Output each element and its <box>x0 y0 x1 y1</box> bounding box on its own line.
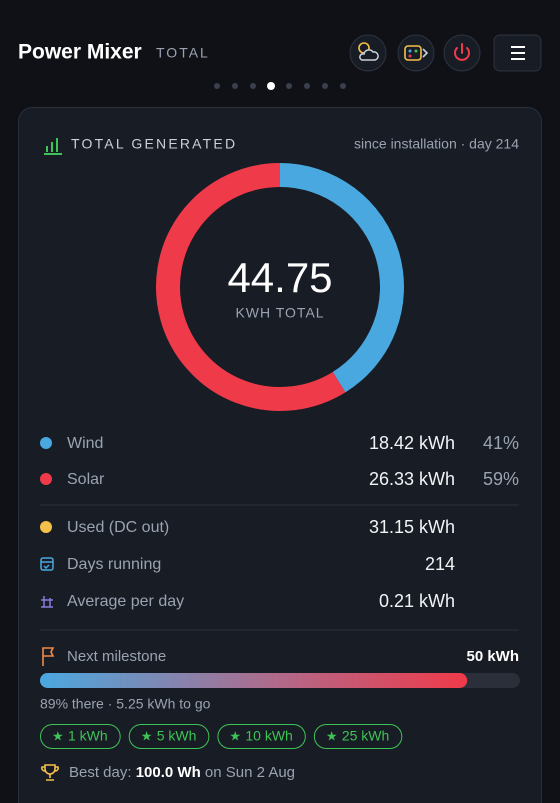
milestone-target: 50 kWh <box>466 648 519 665</box>
badge-star: ★ <box>141 728 153 743</box>
stat-label: Average per day <box>67 593 184 610</box>
legend-label: Solar <box>67 471 105 488</box>
power-button[interactable] <box>443 34 481 72</box>
legend-label: Wind <box>67 435 103 452</box>
calendar-icon <box>40 557 54 571</box>
card <box>18 107 542 803</box>
weather-button[interactable] <box>349 34 387 72</box>
page-dots[interactable] <box>214 82 346 90</box>
best-day-value: 100.0 Wh <box>136 764 201 781</box>
legend-value: 18.42 kWh <box>369 433 455 453</box>
badges: 1 kWh ★ 5 kWh ★ 10 kWh ★ 25 kWh ★ <box>40 724 403 749</box>
milestone-label: Next milestone <box>67 648 166 665</box>
progress-bar <box>40 673 468 688</box>
trophy-icon <box>41 764 59 781</box>
donut <box>156 163 404 411</box>
badge-star: ★ <box>326 728 338 743</box>
badge <box>313 724 403 749</box>
progress-note: 89% there · 5.25 kWh to go <box>40 696 211 712</box>
best-day-label: Best day: <box>69 764 132 781</box>
chart-icon <box>44 138 62 155</box>
app-title: Power Mixer <box>18 41 142 64</box>
donut-label: KWH TOTAL <box>235 305 324 321</box>
badge-label: 1 kWh <box>68 728 108 744</box>
menu-button[interactable] <box>493 34 542 72</box>
donut-segment <box>156 163 346 411</box>
legend-value: 26.33 kWh <box>369 469 455 489</box>
best-day-date: on Sun 2 Aug <box>205 764 295 781</box>
legend-share: 41% <box>483 433 519 453</box>
stat-label: Days running <box>67 556 161 573</box>
donut-total: 44.75 <box>227 254 332 301</box>
badge-label: 5 kWh <box>157 728 197 744</box>
badge <box>217 724 306 749</box>
average-icon <box>41 596 53 608</box>
legend-share: 59% <box>483 469 519 489</box>
donut-segment <box>279 163 404 393</box>
card-title: TOTAL GENERATED <box>71 136 237 152</box>
used-icon <box>40 521 52 533</box>
stat-label: Used (DC out) <box>67 519 169 536</box>
badge-star: ★ <box>52 728 64 743</box>
badge <box>40 724 121 749</box>
app-subtitle: TOTAL <box>156 45 210 61</box>
stat-value: 31.15 kWh <box>369 517 455 537</box>
best-day: Best day: 100.0 Wh on Sun 2 Aug <box>69 764 295 781</box>
legend: Wind 18.42 kWh 41% Solar 26.33 kWh 59% <box>40 433 519 489</box>
legend-swatch <box>40 437 52 449</box>
flag-icon <box>42 647 55 666</box>
mode-button[interactable] <box>397 34 435 72</box>
badge-star: ★ <box>229 728 241 743</box>
badge-label: 10 kWh <box>245 728 292 744</box>
badge-label: 25 kWh <box>342 728 389 744</box>
stat-value: 214 <box>425 554 455 574</box>
legend-swatch <box>40 473 52 485</box>
card-note: since installation · day 214 <box>354 136 519 152</box>
badge <box>128 724 210 749</box>
stat-value: 0.21 kWh <box>379 591 455 611</box>
